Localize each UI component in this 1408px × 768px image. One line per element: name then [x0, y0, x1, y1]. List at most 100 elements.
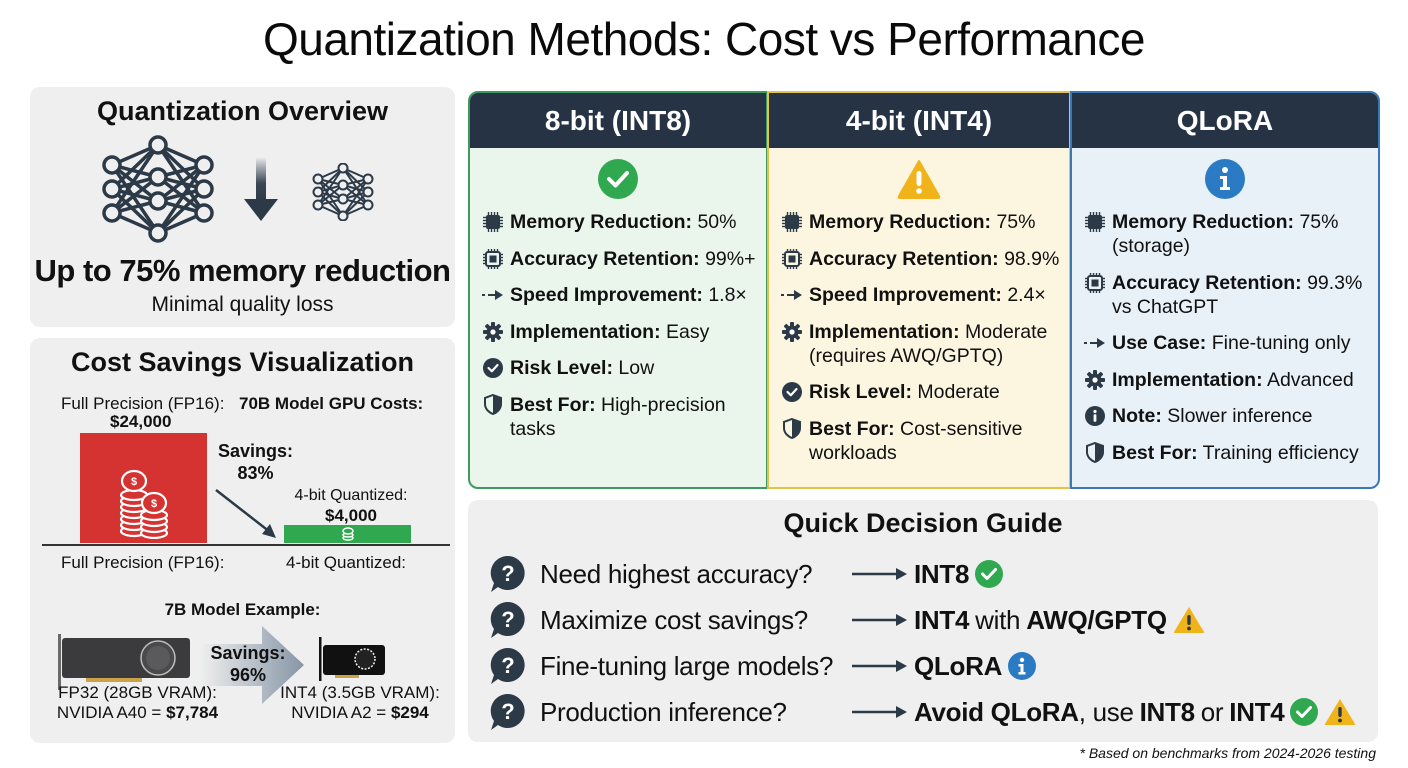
info-small-icon — [1084, 404, 1106, 428]
question-bubble-icon: ? — [490, 647, 525, 684]
savings-96-label: Savings: 96% — [210, 643, 286, 685]
card-int4: 4-bit (INT4) Memory Reduction: 75% Accur… — [767, 91, 1071, 489]
svg-text:$: $ — [151, 498, 157, 510]
int4-gpu-caption: INT4 (3.5GB VRAM): NVIDIA A2 = $294 — [280, 683, 440, 722]
decision-row: ? Need highest accuracy? INT8 — [488, 554, 1368, 594]
page-title: Quantization Methods: Cost vs Performanc… — [262, 13, 1146, 65]
card-row: Memory Reduction: 50% — [482, 210, 766, 234]
card-row: Accuracy Retention: 98.9% — [781, 247, 1069, 271]
svg-text:?: ? — [501, 653, 514, 678]
chart-title: 70B Model GPU Costs: — [239, 394, 424, 413]
card-row: Best For: Training efficiency — [1084, 441, 1378, 465]
card-row: Best For: Cost-sensitive workloads — [781, 417, 1069, 465]
check-badge-icon — [482, 356, 504, 380]
shield-icon — [1084, 441, 1106, 465]
dashed-arrow-icon — [1084, 331, 1106, 355]
decision-question: Maximize cost savings? — [540, 604, 808, 635]
svg-text:?: ? — [501, 699, 514, 724]
svg-text:?: ? — [501, 607, 514, 632]
question-bubble-icon: ? — [490, 555, 525, 592]
check-circle-icon — [1290, 698, 1319, 726]
svg-text:?: ? — [501, 561, 514, 586]
card-row: Implementation: Moderate (requires AWQ/G… — [781, 320, 1069, 368]
decision-question: Fine-tuning large models? — [540, 650, 834, 681]
card-row: Risk Level: Moderate — [781, 380, 1069, 404]
card-row: Speed Improvement: 1.8× — [482, 283, 766, 307]
card-qlora: QLoRA Memory Reduction: 75% (storage) Ac… — [1070, 91, 1380, 489]
decision-answer: INT8 — [914, 559, 1004, 590]
decision-question: Production inference? — [540, 696, 787, 727]
overview-illustration — [30, 135, 455, 245]
card-int8-title: 8-bit (INT8) — [470, 93, 766, 148]
check-circle-icon — [975, 560, 1004, 588]
card-row: Accuracy Retention: 99%+ — [482, 247, 766, 271]
gear-icon — [482, 320, 504, 344]
processor-icon — [781, 247, 803, 271]
coin-icon — [342, 527, 354, 541]
neural-network-large-icon — [102, 135, 214, 243]
savings-arrow-shape — [200, 626, 304, 704]
info-icon — [1008, 652, 1037, 680]
shield-icon — [781, 417, 803, 441]
arrow-down-icon — [244, 157, 278, 221]
processor-icon — [1084, 271, 1106, 295]
q4-cost-label: 4-bit Quantized: $4,000 — [294, 487, 408, 525]
overview-heading: Quantization Overview — [96, 96, 389, 126]
fp32-gpu-caption: FP32 (28GB VRAM): NVIDIA A40 = $7,784 — [56, 683, 219, 722]
chip-icon — [781, 210, 803, 234]
card-row: Use Case: Fine-tuning only — [1084, 331, 1378, 355]
check-circle-icon — [598, 159, 638, 199]
diagonal-arrow-icon — [215, 489, 276, 538]
card-int4-title: 4-bit (INT4) — [769, 93, 1069, 148]
fp16-axis-label: Full Precision (FP16): — [61, 553, 225, 572]
q4-cost-bar — [284, 525, 411, 543]
card-row: Implementation: Advanced — [1084, 368, 1378, 392]
decision-answer: QLoRA — [914, 651, 1037, 682]
savings-83-label: Savings: 83% — [218, 441, 294, 483]
overview-headline: Up to 75% memory reduction — [34, 253, 451, 288]
dashed-arrow-icon — [781, 283, 803, 307]
card-row: Memory Reduction: 75% (storage) — [1084, 210, 1378, 258]
processor-icon — [482, 247, 504, 271]
small-gpu-icon — [319, 637, 385, 681]
card-qlora-title: QLoRA — [1072, 93, 1378, 148]
card-int4-list: Memory Reduction: 75% Accuracy Retention… — [769, 210, 1069, 465]
card-row: Accuracy Retention: 99.3% vs ChatGPT — [1084, 271, 1378, 319]
card-row: Note: Slower inference — [1084, 404, 1378, 428]
card-row: Memory Reduction: 75% — [781, 210, 1069, 234]
chip-icon — [482, 210, 504, 234]
overview-panel: Quantization Overview — [30, 87, 455, 327]
card-row: Implementation: Easy — [482, 320, 766, 344]
guide-heading: Quick Decision Guide — [783, 508, 1063, 538]
chart-baseline — [42, 544, 450, 546]
dashed-arrow-icon — [482, 283, 504, 307]
info-icon — [1205, 159, 1245, 199]
chip-icon — [1084, 210, 1106, 234]
warning-icon — [1325, 699, 1356, 725]
decision-row: ? Maximize cost savings? INT4 with AWQ/GPT… — [488, 600, 1368, 640]
coin-stack-icon: $ $ — [119, 469, 169, 539]
q4-axis-label: 4-bit Quantized: — [286, 553, 407, 572]
svg-text:$: $ — [131, 476, 137, 488]
card-row: Best For: High-precision tasks — [482, 393, 766, 441]
question-bubble-icon: ? — [490, 601, 525, 638]
decision-guide-panel: Quick Decision Guide ? Need highest accu… — [468, 500, 1378, 742]
fp16-label-top: Full Precision (FP16): — [61, 394, 225, 413]
arrow-right-icon — [852, 568, 907, 580]
shield-icon — [482, 393, 504, 417]
fp16-cost-bar: $ $ — [80, 433, 207, 543]
card-int8-list: Memory Reduction: 50% Accuracy Retention… — [470, 210, 766, 441]
decision-row: ? Production inference? Avoid QLoRA, use… — [488, 692, 1368, 732]
card-row: Risk Level: Low — [482, 356, 766, 380]
arrow-right-icon — [852, 660, 907, 672]
check-badge-icon — [781, 380, 803, 404]
decision-answer: INT4 with AWQ/GPTQ — [914, 605, 1205, 636]
arrow-right-icon — [852, 614, 907, 626]
gear-icon — [781, 320, 803, 344]
arrow-right-icon — [852, 706, 907, 718]
footnote: * Based on benchmarks from 2024-2026 tes… — [1079, 745, 1376, 761]
decision-row: ? Fine-tuning large models? QLoRA — [488, 646, 1368, 686]
neural-network-small-icon — [312, 163, 374, 221]
question-bubble-icon: ? — [490, 693, 525, 730]
card-qlora-list: Memory Reduction: 75% (storage) Accuracy… — [1072, 210, 1378, 465]
